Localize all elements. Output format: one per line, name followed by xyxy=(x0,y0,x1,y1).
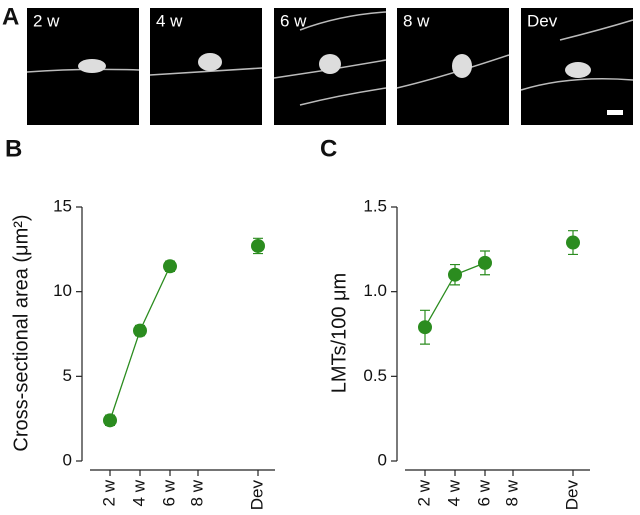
data-point xyxy=(566,235,580,250)
x-tick-label: 2 w xyxy=(414,479,433,506)
x-tick-label: 8 w xyxy=(502,479,521,506)
y-axis-label: LMTs/100 μm xyxy=(328,273,350,393)
y-tick-label: 1.0 xyxy=(363,281,387,300)
x-tick-label: Dev xyxy=(562,480,581,510)
data-point xyxy=(163,259,177,274)
terminal xyxy=(452,54,472,78)
fiber xyxy=(520,19,634,91)
terminal xyxy=(319,54,341,74)
y-tick-label: 15 xyxy=(53,196,72,215)
y-tick-label: 5 xyxy=(63,366,72,385)
terminal xyxy=(198,53,222,71)
image-label: 6 w xyxy=(280,11,307,30)
data-point xyxy=(448,267,462,282)
panel-label: C xyxy=(320,135,337,162)
y-tick-label: 10 xyxy=(53,281,72,300)
panel-label: B xyxy=(5,135,22,162)
image-label: 8 w xyxy=(403,11,430,30)
data-point xyxy=(478,255,492,270)
x-tick-label: Dev xyxy=(247,480,266,510)
x-tick-label: 2 w xyxy=(99,479,118,506)
y-tick-label: 0.5 xyxy=(363,366,387,385)
x-tick-label: 4 w xyxy=(444,479,463,506)
scale-bar xyxy=(607,110,623,115)
image-label: 4 w xyxy=(156,11,183,30)
y-tick-label: 0 xyxy=(378,450,387,469)
terminal xyxy=(78,59,106,73)
image-label: Dev xyxy=(527,11,558,30)
x-tick-label: 6 w xyxy=(159,479,178,506)
terminal xyxy=(565,62,591,78)
y-tick-label: 0 xyxy=(63,450,72,469)
micrographs xyxy=(26,8,634,125)
fiber xyxy=(149,67,263,76)
data-point xyxy=(251,238,265,253)
image-label: 2 w xyxy=(33,11,60,30)
x-tick-label: 8 w xyxy=(187,479,206,506)
y-tick-label: 1.5 xyxy=(363,196,387,215)
data-point xyxy=(103,413,117,428)
fiber xyxy=(396,54,510,89)
x-tick-label: 6 w xyxy=(474,479,493,506)
data-point xyxy=(133,323,147,338)
data-point xyxy=(418,320,432,335)
y-axis-label: Cross-sectional area (μm²) xyxy=(10,214,32,451)
x-tick-label: 4 w xyxy=(129,479,148,506)
panel-label: A xyxy=(2,3,19,30)
series-line xyxy=(109,265,171,421)
